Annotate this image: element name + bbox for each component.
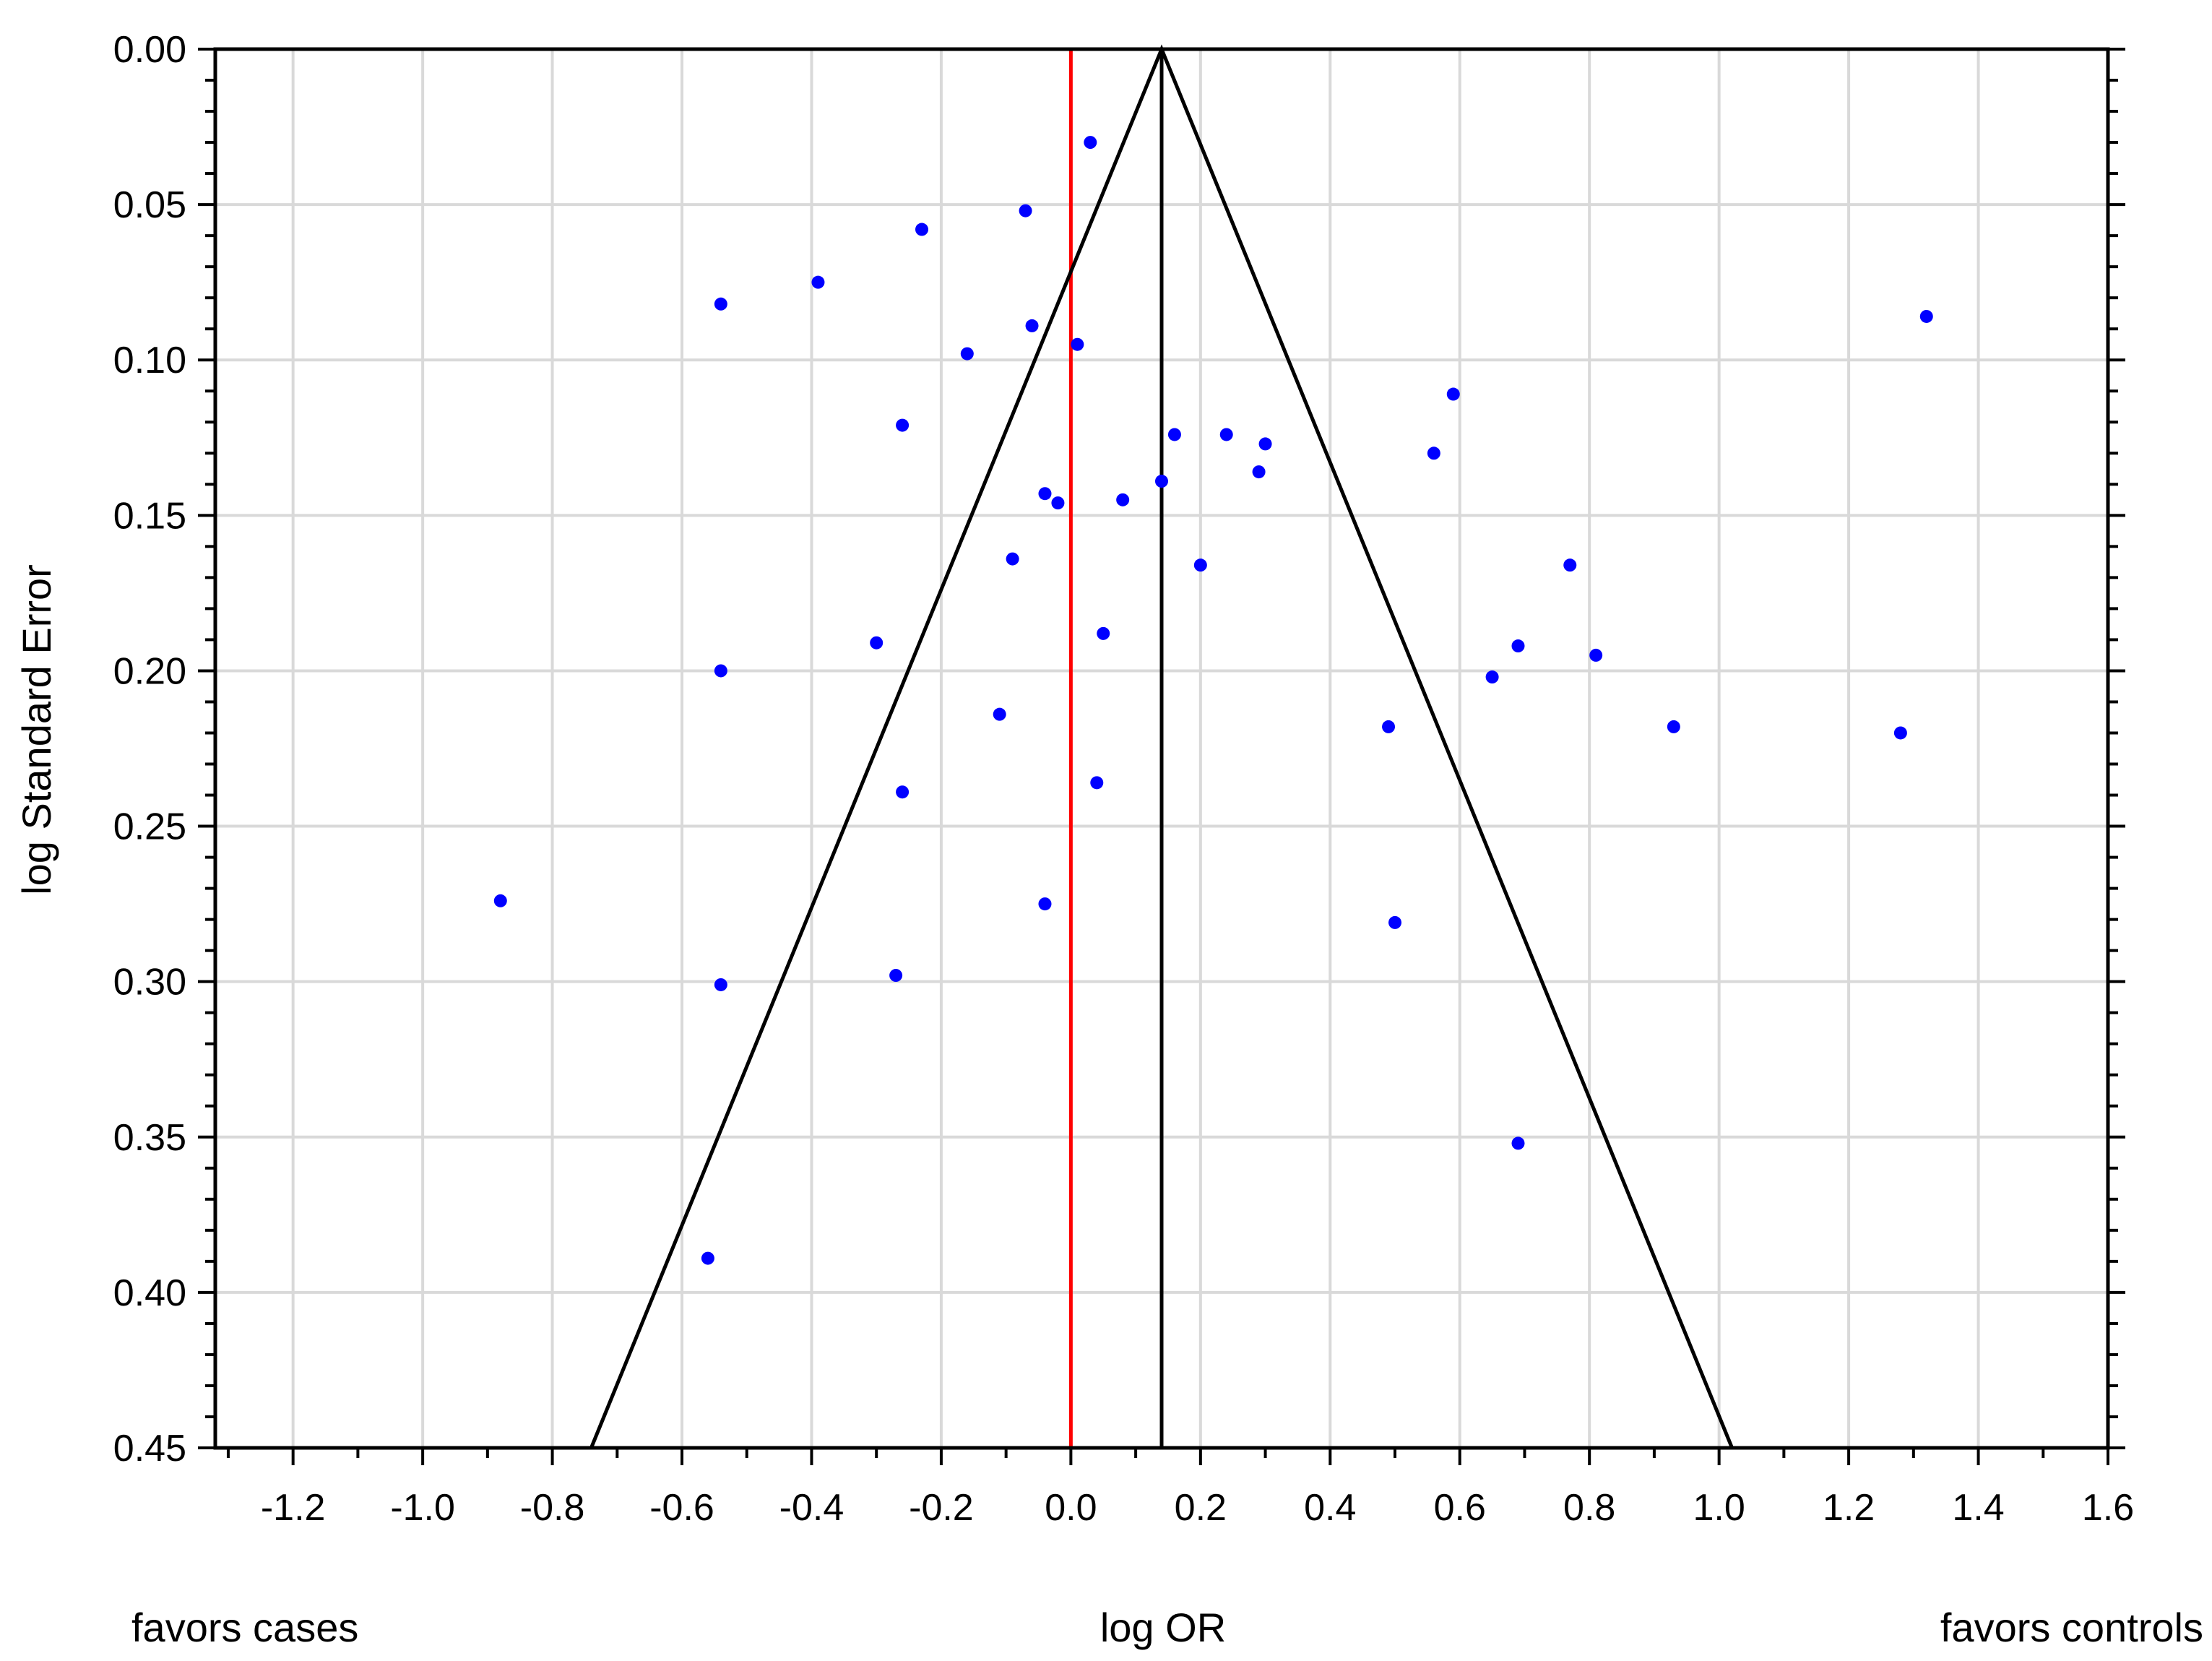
x-tick-label: 0.2	[1175, 1487, 1227, 1529]
y-tick-label: 0.25	[113, 806, 186, 848]
study-point	[1511, 1136, 1525, 1150]
study-point	[811, 275, 825, 289]
study-point	[896, 785, 910, 799]
study-point	[1252, 465, 1266, 479]
study-point	[701, 1251, 714, 1265]
study-point	[1219, 428, 1233, 441]
study-point	[1667, 720, 1680, 733]
study-point	[714, 297, 727, 311]
study-point	[1038, 487, 1052, 501]
study-point	[993, 707, 1006, 721]
study-point	[1097, 626, 1110, 640]
x-tick-label: -1.0	[390, 1487, 455, 1529]
y-tick-label: 0.40	[113, 1272, 186, 1314]
study-point	[1382, 720, 1396, 733]
x-tick-label: -0.8	[520, 1487, 585, 1529]
study-point	[1563, 558, 1577, 572]
x-tick-label: 1.6	[2082, 1487, 2134, 1529]
study-point	[1116, 493, 1130, 506]
study-point	[960, 347, 974, 361]
y-tick-label: 0.00	[113, 29, 186, 71]
study-point	[915, 223, 929, 236]
study-point	[1919, 309, 1933, 323]
x-tick-label: 0.4	[1304, 1487, 1356, 1529]
study-point	[1485, 670, 1499, 684]
x-axis-title: log OR	[1100, 1605, 1226, 1650]
x-tick-label: 1.0	[1693, 1487, 1745, 1529]
study-point	[1446, 387, 1460, 401]
x-tick-label: 0.0	[1045, 1487, 1097, 1529]
study-point	[1084, 136, 1097, 150]
study-point	[1090, 776, 1104, 790]
x-tick-label: 0.8	[1563, 1487, 1615, 1529]
study-point	[1258, 437, 1272, 451]
study-point	[896, 418, 910, 432]
x-tick-label: -0.6	[649, 1487, 714, 1529]
y-tick-label: 0.05	[113, 184, 186, 226]
x-tick-label: 1.2	[1823, 1487, 1875, 1529]
study-point	[1006, 552, 1019, 566]
study-point	[1038, 897, 1052, 911]
x-tick-label: 0.6	[1434, 1487, 1486, 1529]
y-tick-label: 0.30	[113, 962, 186, 1004]
study-point	[1388, 915, 1402, 929]
y-axis-title: log Standard Error	[14, 564, 59, 895]
axis-ticks	[198, 48, 2125, 1465]
y-tick-label: 0.15	[113, 495, 186, 537]
favors-cases-annotation: favors cases	[131, 1605, 358, 1650]
study-point	[1051, 496, 1065, 510]
study-point	[1155, 475, 1168, 488]
study-point	[714, 664, 727, 678]
y-tick-label: 0.35	[113, 1117, 186, 1159]
y-tick-label: 0.45	[113, 1428, 186, 1470]
study-point	[714, 978, 727, 991]
study-point	[1025, 319, 1039, 332]
x-tick-label: -1.2	[261, 1487, 326, 1529]
x-tick-label: -0.2	[909, 1487, 974, 1529]
y-tick-label: 0.20	[113, 650, 186, 692]
study-point	[1511, 639, 1525, 653]
study-point	[889, 969, 903, 983]
study-point	[1167, 428, 1181, 441]
study-point	[1893, 726, 1907, 740]
study-point	[870, 636, 883, 650]
study-point	[1071, 337, 1084, 351]
plot-frame	[213, 47, 2110, 1450]
x-tick-label: -0.4	[779, 1487, 844, 1529]
study-point	[1589, 648, 1603, 662]
y-tick-label: 0.10	[113, 340, 186, 381]
study-point	[1427, 446, 1440, 460]
study-point	[1019, 204, 1032, 217]
study-point	[1193, 558, 1207, 572]
x-tick-label: 1.4	[1952, 1487, 2004, 1529]
study-point	[493, 894, 507, 907]
tick-labels: -1.2 -1.0 -0.8 -0.6 -0.4 -0.2 0.0 0.2 0.4 0.6 0.8 1…	[113, 29, 2134, 1529]
favors-controls-annotation: favors controls	[1940, 1605, 2203, 1650]
